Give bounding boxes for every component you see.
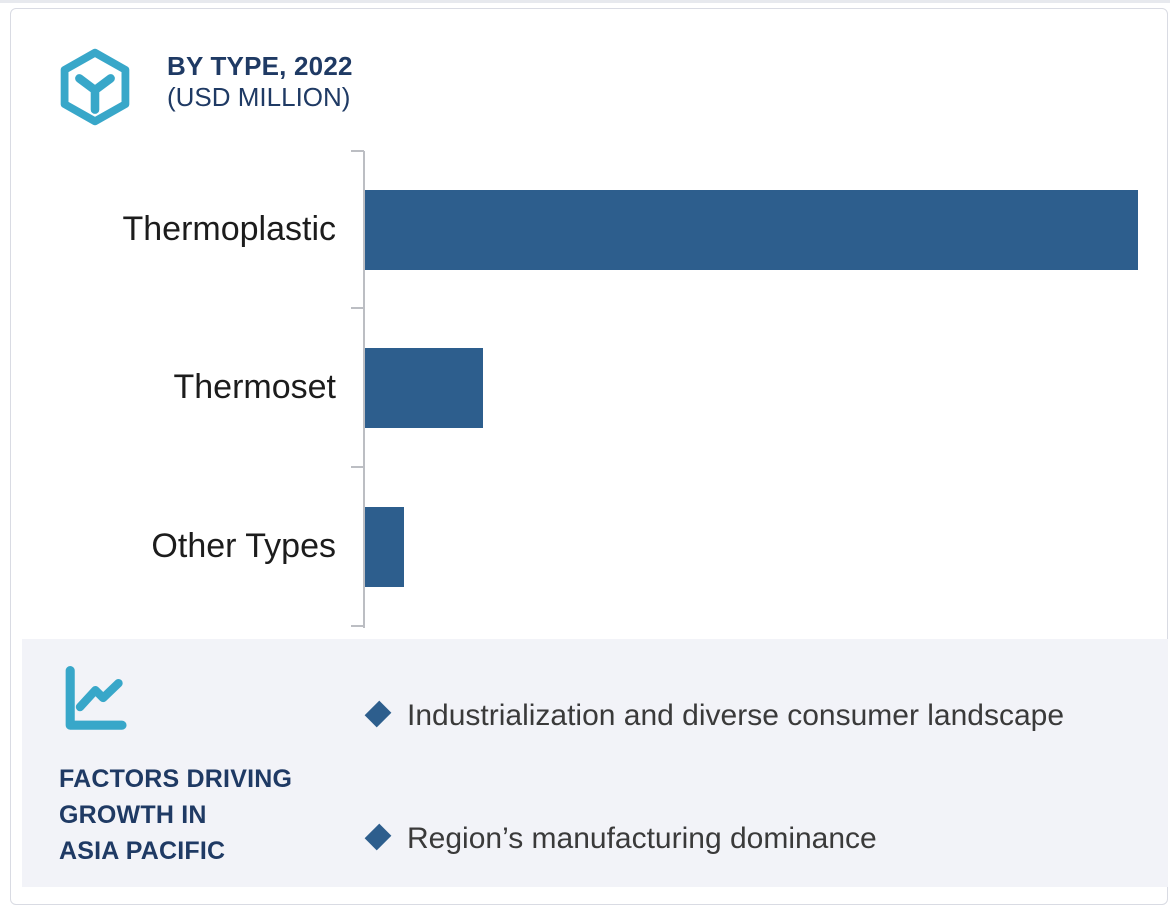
category-label: Thermoset <box>173 368 337 406</box>
top-divider <box>0 0 1170 3</box>
bar-row-thermoplastic: Thermoplastic <box>11 151 1170 308</box>
axis-tick <box>351 625 364 627</box>
chart-title: BY TYPE, 2022 <box>167 51 353 81</box>
bar-thermoset <box>365 347 483 428</box>
bar-row-other-types: Other Types <box>11 467 1170 626</box>
bar-row-thermoset: Thermoset <box>11 308 1170 467</box>
chart-card: BY TYPE, 2022 (USD MILLION) Thermoplasti… <box>10 8 1168 905</box>
diamond-bullet-icon <box>364 823 392 851</box>
factor-bullet-text: Industrialization and diverse consumer l… <box>407 699 1065 732</box>
factor-bullet-item: Region’s manufacturing dominance <box>364 815 877 862</box>
factors-heading-line: GROWTH IN <box>59 801 207 829</box>
category-axis-line <box>363 151 365 628</box>
bar-other-types <box>365 506 404 587</box>
factors-heading-line: ASIA PACIFIC <box>59 837 226 865</box>
axis-tick <box>351 150 364 152</box>
category-label: Thermoplastic <box>122 210 336 248</box>
chart-header: BY TYPE, 2022 (USD MILLION) <box>167 51 353 113</box>
line-chart-icon <box>65 666 127 730</box>
category-label: Other Types <box>151 527 336 565</box>
diamond-bullet-icon <box>364 700 392 728</box>
factor-bullet-item: Industrialization and diverse consumer l… <box>364 692 1065 739</box>
factors-panel: FACTORS DRIVING GROWTH IN ASIA PACIFIC I… <box>22 639 1168 887</box>
factors-heading: FACTORS DRIVING GROWTH IN ASIA PACIFIC <box>59 761 379 869</box>
axis-tick <box>351 466 364 468</box>
chart-subtitle: (USD MILLION) <box>167 82 351 112</box>
hexagon-cube-icon <box>60 48 130 126</box>
factor-bullet-text: Region’s manufacturing dominance <box>407 822 877 855</box>
bar-thermoplastic <box>365 189 1138 270</box>
factors-heading-line: FACTORS DRIVING <box>59 765 293 793</box>
axis-tick <box>351 307 364 309</box>
